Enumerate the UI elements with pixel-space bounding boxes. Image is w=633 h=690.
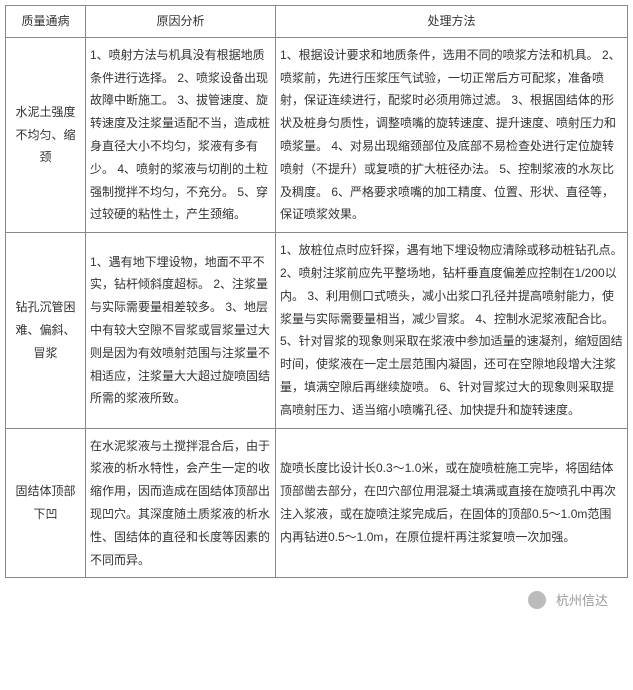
header-problem: 质量通病 (6, 6, 86, 38)
cell-problem: 水泥土强度不均匀、缩颈 (6, 37, 86, 232)
header-solution: 处理方法 (276, 6, 628, 38)
cell-cause: 1、喷射方法与机具没有根据地质条件进行选择。 2、喷浆设备出现故障中断施工。 3… (86, 37, 276, 232)
footer-label: 杭州信达 (556, 593, 608, 608)
header-cause: 原因分析 (86, 6, 276, 38)
footer: 杭州信达 (5, 578, 628, 617)
cell-cause: 在水泥浆液与土搅拌混合后，由于浆液的析水特性，会产生一定的收缩作用，因而造成在固… (86, 428, 276, 578)
cell-cause: 1、遇有地下埋设物，地面不平不实，钻杆倾斜度超标。 2、注浆量与实际需要量相差较… (86, 233, 276, 428)
cell-solution: 1、根据设计要求和地质条件，选用不同的喷浆方法和机具。 2、喷浆前，先进行压浆压… (276, 37, 628, 232)
table-row: 固结体顶部下凹 在水泥浆液与土搅拌混合后，由于浆液的析水特性，会产生一定的收缩作… (6, 428, 628, 578)
table-header-row: 质量通病 原因分析 处理方法 (6, 6, 628, 38)
cell-solution: 1、放桩位点时应钎探，遇有地下埋设物应清除或移动桩钻孔点。 2、喷射注浆前应先平… (276, 233, 628, 428)
table-row: 水泥土强度不均匀、缩颈 1、喷射方法与机具没有根据地质条件进行选择。 2、喷浆设… (6, 37, 628, 232)
table-row: 钻孔沉管困难、偏斜、冒浆 1、遇有地下埋设物，地面不平不实，钻杆倾斜度超标。 2… (6, 233, 628, 428)
defects-table: 质量通病 原因分析 处理方法 水泥土强度不均匀、缩颈 1、喷射方法与机具没有根据… (5, 5, 628, 578)
cell-problem: 固结体顶部下凹 (6, 428, 86, 578)
cell-solution: 旋喷长度比设计长0.3～1.0米，或在旋喷桩施工完毕，将固结体顶部凿去部分，在凹… (276, 428, 628, 578)
wechat-icon (528, 591, 546, 609)
cell-problem: 钻孔沉管困难、偏斜、冒浆 (6, 233, 86, 428)
